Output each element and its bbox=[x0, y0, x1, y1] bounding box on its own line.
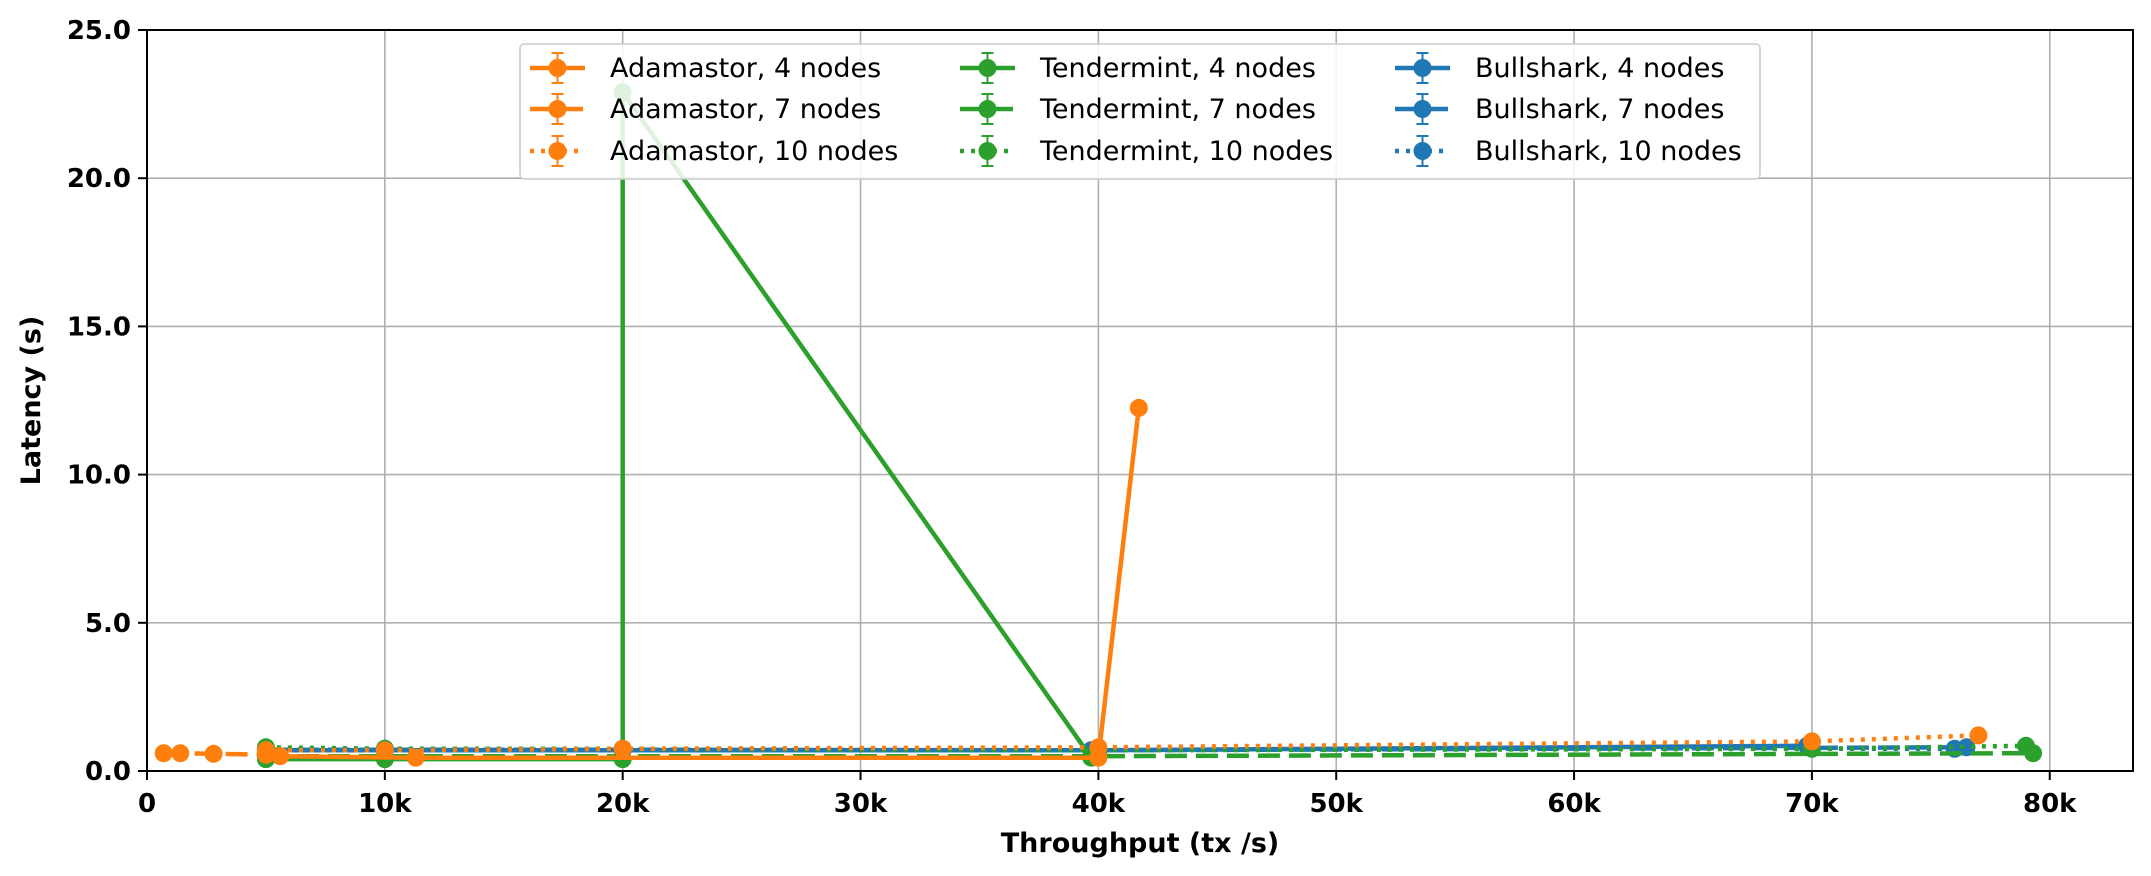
data-point bbox=[406, 748, 425, 767]
legend-item: Adamastor, 10 nodes bbox=[530, 135, 898, 167]
data-point bbox=[271, 747, 290, 766]
legend-marker bbox=[1413, 59, 1432, 77]
x-tick-label: 20k bbox=[596, 789, 650, 819]
legend-marker bbox=[1413, 142, 1432, 160]
data-point bbox=[256, 741, 275, 760]
y-tick-label: 20.0 bbox=[67, 164, 131, 194]
x-tick-label: 60k bbox=[1547, 789, 1601, 819]
x-tick-label: 0 bbox=[138, 789, 156, 819]
legend-label: Adamastor, 4 nodes bbox=[610, 53, 881, 84]
series-0 bbox=[271, 398, 1148, 767]
x-tick-label: 30k bbox=[834, 789, 888, 819]
series-line bbox=[265, 733, 1979, 753]
legend-item: Tendermint, 7 nodes bbox=[960, 93, 1316, 125]
y-tick-label: 25.0 bbox=[67, 16, 131, 46]
data-point bbox=[171, 744, 190, 763]
x-tick-label: 70k bbox=[1785, 789, 1839, 819]
legend-label: Bullshark, 10 nodes bbox=[1475, 136, 1742, 167]
legend-item: Bullshark, 10 nodes bbox=[1395, 135, 1742, 167]
data-point bbox=[154, 744, 173, 763]
series-2 bbox=[256, 726, 1988, 760]
y-axis-label: Latency (s) bbox=[16, 316, 47, 486]
y-tick-label: 5.0 bbox=[85, 609, 131, 639]
x-tick-label: 50k bbox=[1309, 789, 1363, 819]
legend-label: Tendermint, 4 nodes bbox=[1039, 53, 1316, 84]
legend-marker bbox=[548, 142, 567, 160]
y-tick-label: 15.0 bbox=[67, 312, 131, 342]
legend-item: Tendermint, 10 nodes bbox=[960, 135, 1333, 167]
data-point bbox=[1802, 732, 1821, 751]
x-tick-label: 80k bbox=[2023, 789, 2077, 819]
legend-item: Tendermint, 4 nodes bbox=[960, 52, 1316, 84]
legend-label: Tendermint, 10 nodes bbox=[1039, 136, 1333, 167]
legend-marker bbox=[548, 59, 567, 77]
legend-marker bbox=[978, 100, 997, 118]
plot-series bbox=[154, 83, 2043, 769]
y-tick-label: 0.0 bbox=[85, 757, 131, 787]
legend-marker bbox=[978, 142, 997, 160]
legend-marker bbox=[1413, 100, 1432, 118]
legend-label: Adamastor, 10 nodes bbox=[610, 136, 898, 167]
y-tick-label: 10.0 bbox=[67, 461, 131, 491]
legend-item: Bullshark, 7 nodes bbox=[1395, 93, 1724, 125]
legend-label: Bullshark, 7 nodes bbox=[1475, 94, 1724, 125]
data-point bbox=[1089, 738, 1108, 757]
x-axis-label: Throughput (tx /s) bbox=[1001, 828, 1279, 859]
data-point bbox=[613, 739, 632, 758]
legend-box bbox=[519, 43, 1761, 180]
data-point bbox=[1129, 398, 1148, 417]
data-point bbox=[2016, 736, 2035, 755]
legend-item: Adamastor, 7 nodes bbox=[530, 93, 881, 125]
x-tick-label: 40k bbox=[1072, 789, 1126, 819]
legend-item: Adamastor, 4 nodes bbox=[530, 52, 881, 84]
data-point bbox=[1969, 726, 1988, 745]
series-line bbox=[280, 407, 1142, 760]
data-point bbox=[204, 744, 223, 763]
x-tick-label: 10k bbox=[358, 789, 412, 819]
legend-label: Tendermint, 7 nodes bbox=[1039, 94, 1316, 125]
data-point bbox=[375, 741, 394, 760]
legend-label: Adamastor, 7 nodes bbox=[610, 94, 881, 125]
legend-item: Bullshark, 4 nodes bbox=[1395, 52, 1724, 84]
legend: Adamastor, 4 nodes Adamastor, 7 nodes Adam… bbox=[519, 43, 1761, 180]
legend-marker bbox=[978, 59, 997, 77]
legend-marker bbox=[548, 100, 567, 118]
axis-ticks: 0 10k 20k 30k 40k 50k 60k 70k 80k 0.0 5.0 10.0 15.0 2… bbox=[67, 16, 2077, 819]
legend-label: Bullshark, 4 nodes bbox=[1475, 53, 1724, 84]
plot-frame bbox=[146, 29, 2134, 772]
